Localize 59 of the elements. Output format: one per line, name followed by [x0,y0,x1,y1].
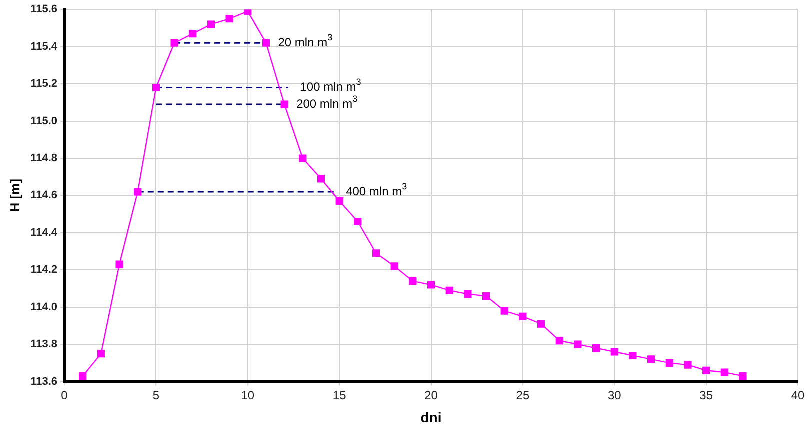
point [666,359,674,367]
point [427,281,436,289]
x-tick-label: 5 [152,388,160,402]
point [116,260,124,268]
point [354,218,362,226]
point [446,286,454,294]
point [152,84,160,92]
x-tick-label: 0 [61,388,68,402]
point [592,344,600,352]
point [464,290,472,298]
y-tick-label: 115.0 [30,115,58,128]
y-tick-label: 114.2 [30,264,58,276]
point [134,188,142,196]
point [684,361,692,369]
point [702,366,710,374]
y-tick-label: 114.6 [30,190,58,202]
point [299,154,307,162]
y-tick-label: 113.6 [30,376,58,388]
x-tick-label: 25 [516,388,530,402]
x-tick-label: 35 [700,388,714,402]
y-tick-label: 115.6 [30,4,58,16]
point [336,198,344,206]
y-tick-label: 114.8 [30,152,58,165]
point [648,356,656,364]
point [409,278,417,286]
point [97,350,105,358]
point [317,175,326,183]
y-tick-label: 115.2 [30,78,58,90]
point [739,372,747,380]
y-axis-title: H [m] [7,179,22,212]
point [500,307,508,315]
point [538,320,546,328]
point [556,337,564,345]
x-tick-label: 40 [791,388,805,402]
point [79,372,87,380]
point [482,292,490,300]
x-axis-title: dni [420,409,442,426]
point [720,368,728,376]
point [519,312,527,320]
point [170,39,178,47]
point [390,262,398,270]
point [280,100,288,108]
point [262,39,270,47]
point [207,20,215,28]
point [244,10,252,16]
x-tick-label: 30 [608,388,622,402]
point [189,30,197,38]
x-tick-label: 20 [424,388,438,402]
point [574,340,582,348]
point [226,15,234,23]
y-tick-label: 114.4 [30,226,58,239]
point [629,352,637,360]
x-tick-label: 10 [241,388,255,402]
x-tick-label: 15 [332,388,347,402]
y-tick-label: 113.8 [30,338,58,351]
y-tick-label: 114.0 [30,301,58,314]
y-tick-label: 115.4 [30,40,58,53]
point [372,250,380,258]
point [610,348,618,356]
